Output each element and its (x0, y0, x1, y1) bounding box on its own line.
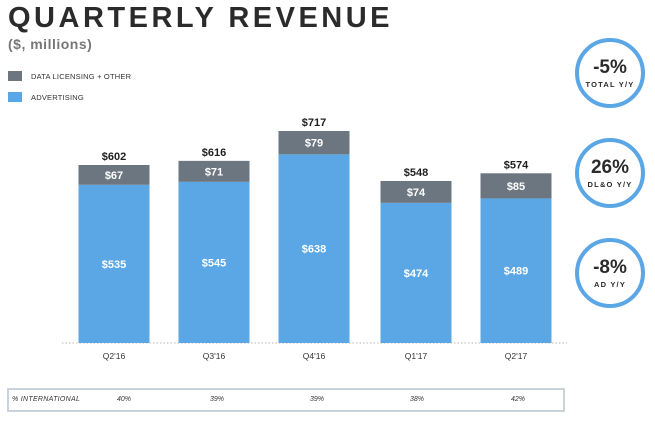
legend-label-data-licensing: DATA LICENSING + OTHER (31, 71, 132, 81)
bar-chart: $535 $67 $602 Q2'16 $545 $71 $616 Q3'16 $638 $79 $… (62, 117, 567, 361)
bar-advertising-4 (480, 198, 552, 343)
badge-dlo-yoy: 26% DL&O Y/Y (575, 138, 645, 208)
legend-swatch-data-licensing (8, 71, 22, 81)
data-label-data-licensing-2: $79 (305, 138, 323, 150)
data-label-advertising-3: $474 (404, 268, 429, 280)
total-label-4: $574 (504, 159, 529, 171)
legend-item-advertising: ADVERTISING (8, 91, 131, 103)
total-label-3: $548 (404, 167, 428, 179)
badge-total-label: TOTAL Y/Y (585, 79, 635, 89)
x-tick-label-1: Q3'16 (203, 351, 226, 361)
data-label-advertising-2: $638 (302, 244, 326, 256)
data-label-data-licensing-3: $74 (407, 187, 426, 199)
bar-data-licensing-3 (380, 180, 452, 203)
international-cell: 39% (209, 396, 224, 403)
international-cell: 39% (309, 396, 324, 403)
total-label-0: $602 (102, 151, 126, 163)
legend: DATA LICENSING + OTHER ADVERTISING (8, 70, 131, 112)
international-label: % INTERNATIONAL (12, 396, 81, 403)
badge-ad-label: AD Y/Y (593, 279, 627, 289)
data-label-advertising-0: $535 (102, 259, 126, 271)
bar-data-licensing-0 (78, 165, 150, 185)
data-label-advertising-1: $545 (202, 257, 226, 269)
badge-dlo-value: 26% (590, 156, 630, 178)
data-label-data-licensing-4: $85 (507, 181, 525, 193)
international-cell: 40% (116, 396, 131, 403)
badge-dlo-label: DL&O Y/Y (587, 179, 633, 189)
badge-total-yoy: -5% TOTAL Y/Y (575, 38, 645, 108)
data-label-data-licensing-0: $67 (105, 170, 123, 182)
badge-total-value: -5% (593, 56, 627, 78)
international-table: % INTERNATIONAL 40% 39% 39% 38% 42% (7, 388, 565, 412)
badge-ad-value: -8% (593, 256, 627, 278)
bar-data-licensing-2 (278, 131, 350, 155)
bar-advertising-3 (380, 202, 452, 343)
total-label-1: $616 (202, 147, 226, 159)
total-label-2: $717 (302, 117, 326, 129)
chart-title: QUARTERLY REVENUE (8, 2, 394, 34)
x-tick-label-3: Q1'17 (405, 351, 428, 361)
chart-subtitle: ($, millions) (8, 36, 93, 52)
badge-ad-yoy: -8% AD Y/Y (575, 238, 645, 308)
x-tick-label-0: Q2'16 (103, 351, 126, 361)
bar-data-licensing-4 (480, 173, 552, 199)
international-cell: 42% (510, 396, 525, 403)
bar-advertising-1 (178, 181, 250, 343)
data-label-data-licensing-1: $71 (205, 166, 223, 178)
bar-advertising-0 (78, 184, 150, 343)
x-tick-label-4: Q2'17 (505, 351, 528, 361)
bar-advertising-2 (278, 154, 350, 343)
international-cell: 38% (409, 396, 424, 403)
legend-swatch-advertising (8, 92, 22, 102)
legend-label-advertising: ADVERTISING (31, 92, 84, 102)
data-label-advertising-4: $489 (504, 266, 528, 278)
x-tick-label-2: Q4'16 (303, 351, 326, 361)
bar-data-licensing-1 (178, 160, 250, 182)
legend-item-data-licensing: DATA LICENSING + OTHER (8, 70, 131, 82)
